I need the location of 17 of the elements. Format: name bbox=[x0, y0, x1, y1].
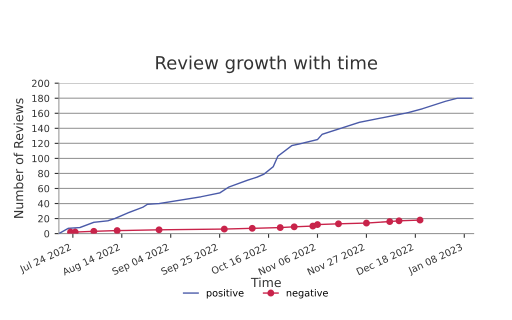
legend-label: negative bbox=[286, 289, 328, 298]
y-tick-label: 120 bbox=[32, 140, 50, 148]
y-tick-label: 80 bbox=[38, 170, 50, 178]
chart-title: Review growth with time bbox=[156, 56, 378, 74]
y-tick-label: 60 bbox=[38, 184, 50, 192]
y-tick-label: 160 bbox=[32, 110, 50, 118]
y-tick-label: 140 bbox=[32, 124, 50, 132]
y-tick-label: 20 bbox=[38, 215, 50, 222]
y-tick-label: 0 bbox=[44, 230, 50, 238]
x-axis-title: Time bbox=[250, 277, 281, 288]
y-tick-label: 180 bbox=[32, 94, 50, 102]
y-tick-label: 100 bbox=[32, 154, 50, 162]
y-tick-label: 40 bbox=[38, 200, 50, 208]
line-series bbox=[58, 98, 472, 234]
y-axis-title: Number of Reviews bbox=[14, 98, 24, 218]
legend-label: positive bbox=[206, 289, 244, 298]
y-tick-label: 200 bbox=[32, 80, 50, 88]
